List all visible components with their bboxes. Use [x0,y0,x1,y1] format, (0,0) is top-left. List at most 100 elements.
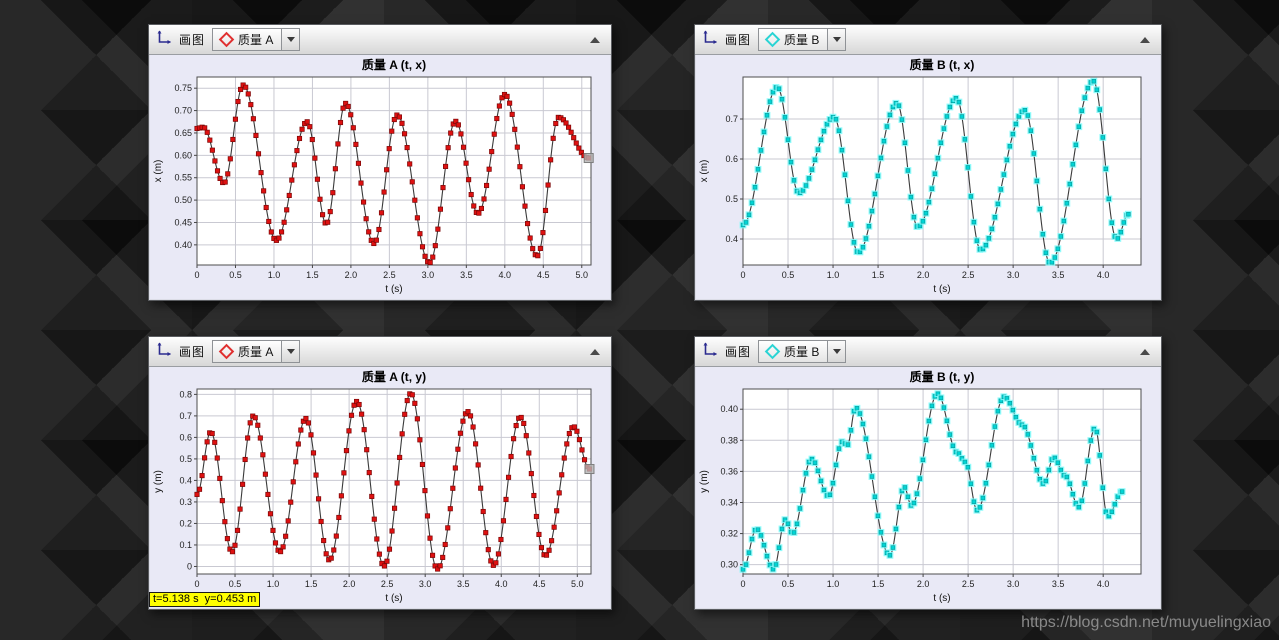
svg-text:质量 A (t, x): 质量 A (t, x) [362,57,426,72]
series-combo-label: 质量 A [238,33,274,47]
series-combo-label: 质量 B [784,345,820,359]
series-combo-arrow[interactable] [281,341,300,362]
svg-text:0: 0 [740,579,745,589]
svg-text:2.5: 2.5 [962,579,975,589]
svg-text:0.3: 0.3 [179,497,192,507]
plot-button[interactable]: 画图 [179,345,206,359]
plot-button[interactable]: 画图 [725,345,752,359]
svg-text:0.55: 0.55 [174,173,192,183]
plot-window-mass-b-tx: 画图 质量 B 0 0.5 1.0 1.5 2.0 2.5 3.0 3.5 4.0 0.4 0.5 0… [694,24,1162,301]
svg-text:1.0: 1.0 [267,579,280,589]
svg-text:t (s): t (s) [385,593,402,604]
chart-canvas-mass-b-ty[interactable]: 0 0.5 1.0 1.5 2.0 2.5 3.0 3.5 4.0 0.30 0.32 0.34 0.3… [695,367,1159,608]
svg-text:质量 A (t, y): 质量 A (t, y) [362,369,426,384]
collapse-button[interactable] [1136,343,1154,361]
plot-button[interactable]: 画图 [725,33,752,47]
series-diamond-icon [218,343,235,360]
svg-text:2.0: 2.0 [343,579,356,589]
svg-text:4.0: 4.0 [495,579,508,589]
svg-text:x (m): x (m) [153,160,164,183]
svg-text:质量 B (t, x): 质量 B (t, x) [910,57,975,72]
svg-text:3.0: 3.0 [1007,270,1020,280]
svg-text:0.45: 0.45 [174,217,192,227]
series-diamond-icon [218,31,235,48]
series-combo-label: 质量 A [238,345,274,359]
svg-text:x (m): x (m) [699,160,710,183]
plot-axes-icon [156,30,172,50]
plot-window-mass-b-ty: 画图 质量 B 0 0.5 1.0 1.5 2.0 2.5 3.0 3.5 4.0 0.30 0.3… [694,336,1162,610]
svg-text:质量 B (t, y): 质量 B (t, y) [910,369,975,384]
svg-text:2.5: 2.5 [381,579,394,589]
svg-text:1.5: 1.5 [305,579,318,589]
svg-text:t (s): t (s) [933,593,950,604]
series-combo[interactable]: 质量 B [758,340,847,363]
svg-text:0.2: 0.2 [179,518,192,528]
collapse-button[interactable] [586,31,604,49]
svg-text:0.5: 0.5 [782,270,795,280]
chart-panel: 0 0.5 1.0 1.5 2.0 2.5 3.0 3.5 4.0 4.5 5.0 0.40 0.45 0… [149,55,611,300]
svg-text:0.50: 0.50 [174,195,192,205]
plot-axes-icon [156,342,172,362]
svg-text:4.0: 4.0 [1097,270,1110,280]
svg-text:0.32: 0.32 [720,529,738,539]
series-combo-main[interactable]: 质量 B [759,29,827,50]
svg-text:0.7: 0.7 [725,114,738,124]
chart-panel: 0 0.5 1.0 1.5 2.0 2.5 3.0 3.5 4.0 0.30 0.32 0.34 0.3… [695,367,1161,609]
plot-window-mass-a-ty: 画图 质量 A 0 0.5 1.0 1.5 2.0 2.5 3.0 3.5 4.0 4.5 5.0 0… [148,336,612,610]
toolbar: 画图 质量 A [149,337,611,367]
series-combo-main[interactable]: 质量 B [759,341,827,362]
svg-text:3.0: 3.0 [422,270,435,280]
svg-text:0.1: 0.1 [179,540,192,550]
series-combo-arrow[interactable] [827,29,846,50]
svg-text:1.5: 1.5 [872,579,885,589]
svg-text:2.5: 2.5 [383,270,396,280]
svg-text:0.6: 0.6 [179,432,192,442]
svg-text:0.40: 0.40 [174,240,192,250]
svg-text:y (m): y (m) [699,470,710,493]
chart-canvas-mass-a-ty[interactable]: 0 0.5 1.0 1.5 2.0 2.5 3.0 3.5 4.0 4.5 5.0 0 0.1 0.2 0.… [149,367,609,608]
series-combo-arrow[interactable] [827,341,846,362]
series-combo-main[interactable]: 质量 A [213,29,281,50]
series-combo[interactable]: 质量 A [212,28,301,51]
svg-text:1.0: 1.0 [827,270,840,280]
svg-text:3.5: 3.5 [460,270,473,280]
svg-text:4.0: 4.0 [1097,579,1110,589]
svg-text:0.5: 0.5 [179,454,192,464]
svg-text:3.5: 3.5 [1052,270,1065,280]
chevron-down-icon [286,37,295,42]
series-combo-arrow[interactable] [281,29,300,50]
watermark-url: https://blog.csdn.net/muyuelingxiao [1021,614,1271,631]
plot-button[interactable]: 画图 [179,33,206,47]
svg-text:0.4: 0.4 [179,475,192,485]
series-combo-main[interactable]: 质量 A [213,341,281,362]
svg-text:t (s): t (s) [385,284,402,295]
svg-text:0.40: 0.40 [720,404,738,414]
svg-text:0.8: 0.8 [179,389,192,399]
svg-text:0.30: 0.30 [720,560,738,570]
svg-text:0.34: 0.34 [720,497,738,507]
svg-text:0: 0 [194,270,199,280]
chevron-down-icon [286,349,295,354]
svg-text:0.75: 0.75 [174,83,192,93]
series-diamond-icon [764,343,781,360]
chevron-up-icon [590,348,600,355]
chart-canvas-mass-b-tx[interactable]: 0 0.5 1.0 1.5 2.0 2.5 3.0 3.5 4.0 0.4 0.5 0.6 0.7 质量 … [695,55,1159,299]
plot-axes-icon [702,30,718,50]
collapse-button[interactable] [586,343,604,361]
series-combo[interactable]: 质量 B [758,28,847,51]
toolbar: 画图 质量 B [695,25,1161,55]
series-combo-label: 质量 B [784,33,820,47]
chevron-down-icon [832,349,841,354]
series-combo[interactable]: 质量 A [212,340,301,363]
chart-canvas-mass-a-tx[interactable]: 0 0.5 1.0 1.5 2.0 2.5 3.0 3.5 4.0 4.5 5.0 0.40 0.45 0… [149,55,609,299]
chevron-down-icon [832,37,841,42]
collapse-button[interactable] [1136,31,1154,49]
plot-window-mass-a-tx: 画图 质量 A 0 0.5 1.0 1.5 2.0 2.5 3.0 3.5 4.0 4.5 5.0 0… [148,24,612,301]
svg-text:0: 0 [194,579,199,589]
svg-text:0.7: 0.7 [179,411,192,421]
svg-text:2.5: 2.5 [962,270,975,280]
svg-text:0.5: 0.5 [229,579,242,589]
svg-text:t (s): t (s) [933,284,950,295]
chevron-up-icon [1140,348,1150,355]
chevron-up-icon [1140,36,1150,43]
